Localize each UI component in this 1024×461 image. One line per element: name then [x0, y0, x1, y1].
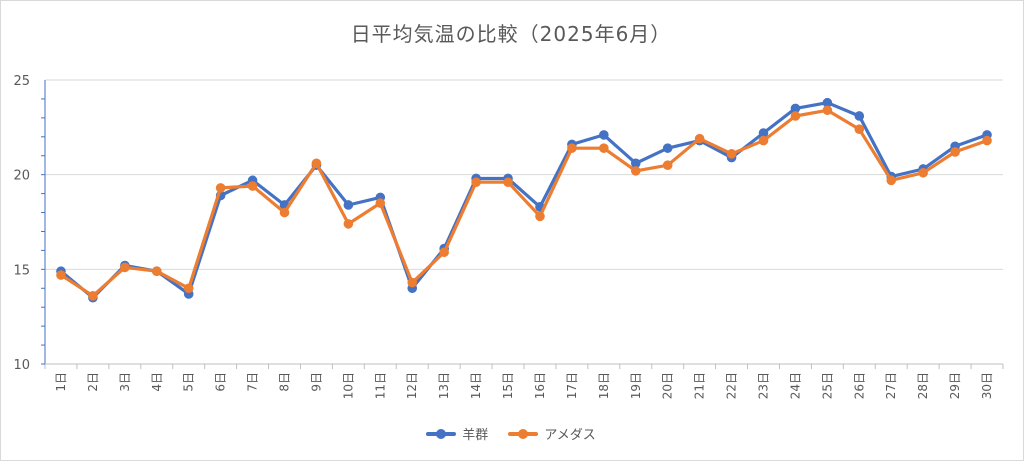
data-point-series-2 [439, 247, 449, 258]
x-tick-label: 28日 [916, 372, 930, 399]
data-point-series-2 [599, 143, 609, 153]
data-point-series-2 [694, 133, 705, 144]
data-point-series-2 [567, 143, 577, 153]
x-tick-label: 17日 [565, 372, 579, 399]
chart-title: 日平均気温の比較（2025年6月） [350, 22, 672, 46]
x-tick-label: 26日 [852, 372, 866, 399]
y-tick-label: 10 [13, 358, 30, 373]
data-point-series-1 [662, 143, 673, 153]
gridlines [45, 79, 1003, 270]
data-point-series-2 [790, 111, 801, 121]
data-point-series-2 [822, 105, 833, 116]
x-tick-label: 22日 [725, 372, 739, 399]
x-tick-label: 5日 [182, 372, 196, 392]
axes [41, 80, 1004, 369]
x-tick-label: 4日 [150, 372, 164, 392]
x-tick-label: 16日 [533, 372, 547, 399]
data-point-series-2 [758, 135, 769, 146]
data-point-series-2 [471, 177, 481, 188]
legend-swatch-orange [508, 428, 539, 440]
data-point-series-1 [854, 111, 865, 121]
data-point-series-2 [950, 147, 960, 157]
data-point-series-2 [88, 291, 98, 301]
x-tick-label: 15日 [501, 372, 515, 399]
data-point-series-2 [886, 175, 897, 186]
data-point-series-2 [535, 211, 545, 222]
data-point-series-2 [918, 167, 928, 178]
data-point-series-2 [279, 207, 290, 218]
x-tick-label: 24日 [788, 372, 802, 399]
x-tick-label: 19日 [629, 372, 643, 399]
data-point-series-2 [662, 160, 673, 170]
x-tick-label: 29日 [948, 372, 962, 399]
data-point-series-2 [503, 177, 513, 188]
data-point-series-2 [215, 183, 226, 193]
data-point-series-2 [375, 198, 386, 208]
legend: 羊群 アメダス [0, 424, 1022, 444]
series-line-2 [59, 108, 989, 298]
x-tick-label: 18日 [597, 372, 611, 399]
x-tick-label: 11日 [373, 372, 387, 399]
x-tick-label: 21日 [693, 372, 707, 399]
x-tick-label: 9日 [309, 372, 323, 392]
x-tick-label: 1日 [54, 372, 68, 392]
legend-label: 羊群 [462, 428, 489, 443]
data-point-series-2 [151, 266, 162, 277]
data-point-series-2 [343, 219, 354, 229]
data-point-series-2 [982, 135, 992, 146]
data-point-series-2 [120, 262, 130, 273]
data-point-series-2 [247, 181, 258, 191]
data-point-series-1 [343, 200, 354, 210]
legend-item-series-1: 羊群 [426, 424, 488, 443]
x-tick-label: 12日 [405, 372, 419, 399]
x-tick-label: 2日 [86, 372, 100, 392]
x-tick-label: 20日 [661, 372, 675, 399]
y-tick-label: 20 [13, 169, 30, 184]
data-point-series-2 [56, 270, 66, 280]
series-layer [56, 97, 992, 303]
data-point-series-2 [311, 158, 322, 169]
tick-labels: 10 15 20 25 1日 2日 3日 4日 5日 6日 7日 8日 9日 10日 11日 12日 13日 14… [13, 74, 994, 399]
x-tick-label: 23日 [757, 372, 771, 399]
legend-item-series-2: アメダス [508, 424, 596, 443]
data-point-series-2 [407, 277, 418, 288]
legend-swatch-blue [426, 428, 457, 440]
data-point-series-1 [599, 130, 609, 140]
data-point-series-2 [854, 124, 865, 135]
x-tick-label: 10日 [341, 372, 355, 399]
x-tick-label: 27日 [884, 372, 898, 399]
x-tick-label: 25日 [820, 372, 834, 399]
legend-label: アメダス [544, 428, 596, 443]
data-point-series-2 [726, 149, 737, 159]
x-tick-label: 3日 [118, 372, 132, 392]
y-tick-label: 25 [13, 74, 30, 89]
y-tick-label: 15 [13, 263, 30, 278]
data-point-series-2 [630, 166, 641, 176]
x-tick-label: 14日 [469, 372, 483, 399]
data-point-series-2 [183, 283, 194, 294]
x-tick-label: 8日 [278, 372, 292, 392]
x-tick-label: 6日 [214, 372, 228, 392]
x-tick-label: 13日 [437, 372, 451, 399]
series-line-1 [59, 101, 989, 300]
x-tick-label: 30日 [980, 372, 994, 399]
x-tick-label: 7日 [246, 372, 260, 392]
